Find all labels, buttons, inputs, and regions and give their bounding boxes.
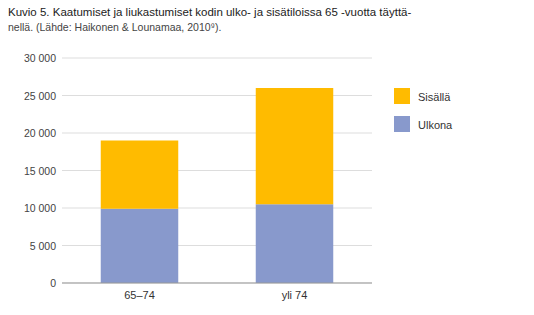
x-tick-label: yli 74	[282, 289, 308, 301]
grid-line	[62, 58, 372, 59]
x-tick-label: 65–74	[124, 289, 155, 301]
y-tick-label: 10 000	[24, 202, 56, 214]
subtitle: nellä. (Lähde: Haikonen & Lounamaa, 2010…	[8, 21, 221, 33]
y-tick-label: 0	[50, 277, 56, 289]
bar-segment	[256, 204, 334, 283]
grid-line	[62, 283, 372, 284]
legend-label: Sisällä	[418, 91, 451, 103]
bar-segment	[101, 209, 179, 283]
y-tick-label: 25 000	[24, 90, 56, 102]
y-tick-label: 5 000	[30, 240, 56, 252]
y-tick-label: 30 000	[24, 52, 56, 64]
y-tick-label: 15 000	[24, 165, 56, 177]
bars	[101, 88, 334, 283]
bar-segment	[101, 141, 179, 209]
chart: Kuvio 5. Kaatumiset ja liukastumiset kod…	[0, 0, 534, 315]
x-axis	[62, 283, 372, 284]
legend: Sisällä Ulkona	[394, 88, 453, 132]
legend-swatch	[394, 116, 410, 132]
legend-swatch	[394, 88, 410, 104]
bar-segment	[256, 88, 334, 204]
legend-label: Ulkona	[418, 119, 453, 131]
grid	[62, 58, 372, 283]
y-tick-label: 20 000	[24, 127, 56, 139]
title: Kuvio 5. Kaatumiset ja liukastumiset kod…	[8, 6, 411, 18]
